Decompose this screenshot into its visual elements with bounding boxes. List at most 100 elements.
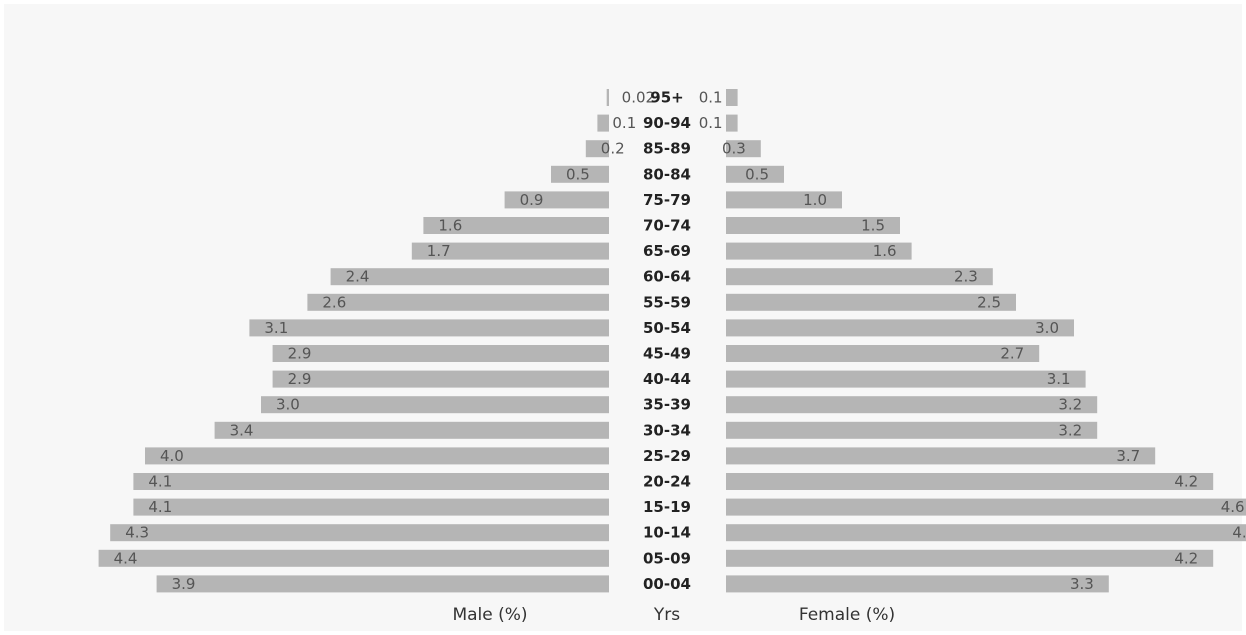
age-group-label: 15-19	[643, 498, 691, 516]
male-bar	[423, 217, 609, 234]
female-bar	[726, 191, 842, 209]
female-value-label: 3.7	[1116, 447, 1140, 465]
female-value-label: 2.7	[1000, 345, 1024, 363]
female-bar	[726, 217, 900, 234]
female-bar	[726, 140, 761, 158]
male-bar	[504, 191, 609, 209]
male-bar	[307, 293, 609, 311]
age-group-label: 75-79	[643, 191, 691, 209]
male-value-label: 1.7	[427, 242, 451, 260]
male-value-label: 0.02	[622, 89, 655, 107]
female-bar	[726, 421, 1098, 439]
age-group-label: 50-54	[643, 319, 691, 337]
female-value-label: 0.1	[699, 114, 723, 132]
male-value-label: 4.1	[148, 498, 172, 516]
age-group-labels: 95+ 90-94 85-89 80-84 75-79 70-74 65-69 60-64 55…	[643, 89, 691, 593]
female-bar	[726, 89, 738, 106]
female-value-label: 1.6	[873, 242, 897, 260]
female-bar	[726, 165, 784, 183]
female-bar	[726, 268, 993, 286]
male-bar	[272, 370, 609, 388]
male-bar	[214, 421, 609, 439]
male-value-label: 2.4	[346, 268, 370, 286]
female-value-label: 3.1	[1047, 370, 1071, 388]
female-value-label: 4.2	[1174, 549, 1198, 567]
male-value-label: 0.9	[520, 191, 544, 209]
x-axis-label-female: Female (%)	[799, 605, 895, 625]
female-value-label: 4.7	[1232, 524, 1246, 542]
x-axis-label-center: Yrs	[653, 605, 680, 625]
female-bar	[726, 114, 738, 132]
male-value-label: 4.3	[125, 524, 149, 542]
female-bar	[726, 473, 1214, 490]
male-value-label: 3.9	[172, 575, 196, 593]
male-value-label: 4.1	[148, 473, 172, 491]
male-value-label: 0.1	[612, 114, 636, 132]
male-bar	[606, 89, 609, 106]
female-bar	[726, 242, 912, 260]
age-group-label: 35-39	[643, 396, 691, 414]
age-group-label: 25-29	[643, 447, 691, 465]
male-value-label: 4.0	[160, 447, 184, 465]
age-group-label: 30-34	[643, 421, 691, 439]
male-value-label: 0.5	[566, 165, 590, 183]
age-group-label: 00-04	[643, 575, 691, 593]
female-bar	[726, 345, 1040, 362]
female-bar	[726, 319, 1074, 337]
age-group-label: 70-74	[643, 217, 691, 235]
male-bars-group	[98, 89, 609, 593]
male-bar	[272, 345, 609, 362]
age-group-label: 95+	[650, 89, 683, 107]
female-bar	[726, 293, 1016, 311]
male-bar	[330, 268, 609, 286]
age-group-label: 60-64	[643, 268, 691, 286]
female-bars-group	[726, 89, 1246, 593]
female-bar	[726, 370, 1086, 388]
male-bar	[110, 524, 609, 542]
male-value-label: 2.9	[288, 345, 312, 363]
male-bar	[133, 498, 609, 516]
male-bar	[261, 396, 609, 414]
male-bar	[551, 165, 609, 183]
male-value-label: 0.2	[601, 140, 625, 158]
male-bar	[249, 319, 609, 337]
female-value-label: 0.3	[722, 140, 746, 158]
age-group-label: 05-09	[643, 549, 691, 567]
female-value-label: 4.6	[1221, 498, 1245, 516]
female-value-label: 1.0	[803, 191, 827, 209]
male-value-label: 3.4	[230, 421, 254, 439]
female-value-labels: 0.1 0.1 0.3 0.5 1.0 1.5 1.6 2.3 2.5 3.0 2.7 3.1 3.2 3…	[699, 89, 1246, 593]
age-group-label: 65-69	[643, 242, 691, 260]
female-value-label: 3.2	[1058, 421, 1082, 439]
age-group-label: 45-49	[643, 345, 691, 363]
male-bar	[98, 549, 609, 567]
female-bar	[726, 549, 1214, 567]
male-value-label: 2.9	[288, 370, 312, 388]
male-bar	[597, 114, 609, 132]
male-bar	[411, 242, 609, 260]
male-value-label: 2.6	[322, 293, 346, 311]
female-value-label: 3.0	[1035, 319, 1059, 337]
male-value-label: 4.4	[114, 549, 138, 567]
x-axis-label-male: Male (%)	[452, 605, 527, 625]
female-bar	[726, 575, 1109, 593]
female-value-label: 0.5	[745, 165, 769, 183]
female-value-label: 2.3	[954, 268, 978, 286]
age-group-label: 85-89	[643, 140, 691, 158]
male-bar	[585, 140, 609, 158]
female-value-label: 0.1	[699, 89, 723, 107]
male-value-label: 3.0	[276, 396, 300, 414]
female-bar	[726, 396, 1098, 414]
age-group-label: 80-84	[643, 165, 691, 183]
age-group-label: 40-44	[643, 370, 691, 388]
female-value-label: 1.5	[861, 217, 885, 235]
female-bar	[726, 524, 1246, 542]
age-group-label: 55-59	[643, 293, 691, 311]
male-bar	[156, 575, 609, 593]
female-value-label: 2.5	[977, 293, 1001, 311]
age-group-label: 10-14	[643, 524, 691, 542]
male-value-labels: 0.020.10.20.50.91.61.72.42.63.12.92.93.0…	[114, 89, 655, 593]
male-bar	[133, 473, 609, 490]
female-value-label: 3.3	[1070, 575, 1094, 593]
